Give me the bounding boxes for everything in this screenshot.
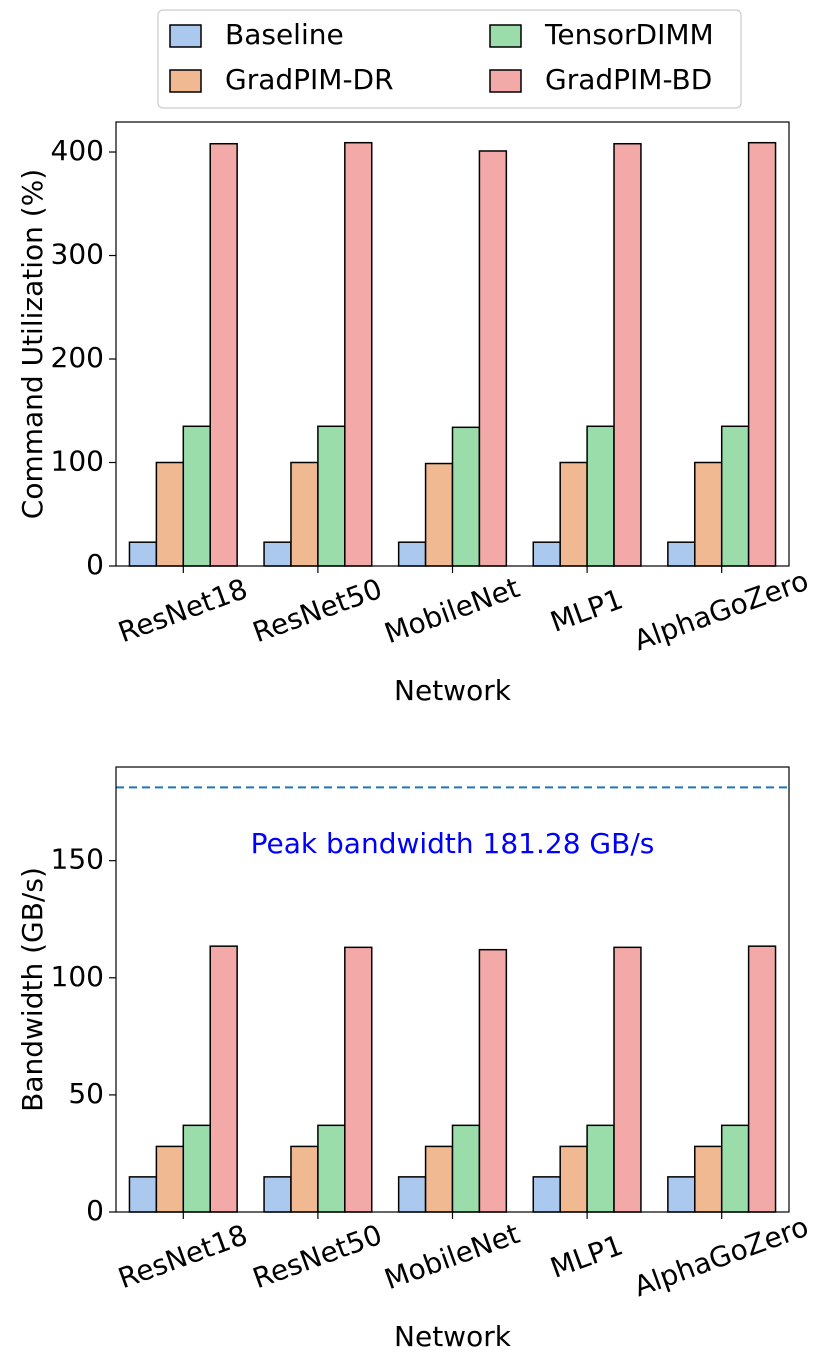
bar — [451, 1124, 481, 1213]
x-tick-label: MLP1 — [546, 1228, 627, 1284]
y-axis-label: Command Utilization (%) — [16, 169, 49, 519]
y-tick-label: 50 — [68, 1077, 104, 1110]
bar — [532, 1176, 561, 1213]
bar — [263, 541, 292, 567]
plot-frame — [115, 766, 790, 1213]
bar — [155, 1145, 185, 1213]
y-tick-label: 100 — [51, 960, 104, 993]
y-tick-label: 0 — [86, 1194, 104, 1227]
y-tick-label: 150 — [51, 843, 104, 876]
legend-box — [157, 9, 742, 109]
y-tick-label: 100 — [51, 445, 104, 478]
bar — [290, 1145, 319, 1213]
bar — [478, 948, 508, 1213]
bar — [613, 142, 642, 567]
bar — [667, 1176, 696, 1213]
bar — [344, 946, 373, 1213]
legend-swatch — [169, 69, 202, 93]
x-tick-label: AlphaGoZero — [630, 1210, 813, 1304]
bar — [586, 425, 615, 567]
bar — [424, 462, 454, 567]
y-axis-label: Bandwidth (GB/s) — [16, 867, 49, 1112]
bar — [613, 946, 642, 1213]
bar — [559, 1145, 588, 1213]
y-tick-label: 200 — [51, 341, 104, 374]
bar — [182, 425, 211, 567]
bar — [559, 461, 588, 567]
bar — [532, 541, 561, 567]
x-tick-label: ResNet18 — [114, 572, 252, 649]
bar — [424, 1145, 454, 1213]
bar — [290, 461, 319, 567]
x-tick-label: MobileNet — [380, 1217, 524, 1296]
legend-swatch — [489, 69, 522, 93]
legend-swatch — [169, 24, 202, 48]
bar — [128, 1176, 158, 1213]
bar — [397, 1176, 427, 1213]
bar — [694, 1145, 723, 1213]
x-axis-label: Network — [394, 674, 512, 707]
bar — [128, 541, 158, 567]
bar — [344, 141, 373, 567]
annotation: Peak bandwidth 181.28 GB/s — [251, 827, 655, 860]
legend-swatch — [489, 24, 522, 48]
x-tick-label: ResNet50 — [248, 572, 386, 649]
x-tick-label: AlphaGoZero — [630, 564, 813, 658]
bar — [747, 945, 777, 1213]
bar — [155, 461, 185, 567]
bar — [209, 142, 238, 567]
y-tick-label: 400 — [51, 134, 104, 167]
bar — [317, 425, 346, 567]
x-tick-label: MobileNet — [380, 571, 524, 650]
x-tick-label: MLP1 — [546, 582, 627, 638]
y-tick-label: 0 — [86, 548, 104, 581]
bar — [586, 1124, 615, 1213]
plot-frame — [115, 121, 790, 567]
bar — [263, 1176, 292, 1213]
bar — [397, 541, 427, 567]
x-axis-label: Network — [394, 1320, 512, 1353]
y-tick-label: 300 — [51, 238, 104, 271]
bar — [667, 541, 696, 567]
bar — [694, 461, 723, 567]
bar — [720, 1124, 750, 1213]
bar — [182, 1124, 211, 1213]
bar — [451, 426, 481, 567]
bar — [747, 141, 777, 567]
x-tick-label: ResNet50 — [248, 1218, 386, 1295]
bar — [478, 150, 508, 567]
bar — [209, 945, 238, 1213]
legend-label: TensorDIMM — [544, 18, 714, 51]
bar — [720, 425, 750, 567]
legend-label: GradPIM-BD — [545, 63, 712, 96]
legend-label: Baseline — [225, 18, 344, 51]
bar — [317, 1124, 346, 1213]
x-tick-label: ResNet18 — [114, 1218, 252, 1295]
legend-label: GradPIM-DR — [225, 63, 394, 96]
